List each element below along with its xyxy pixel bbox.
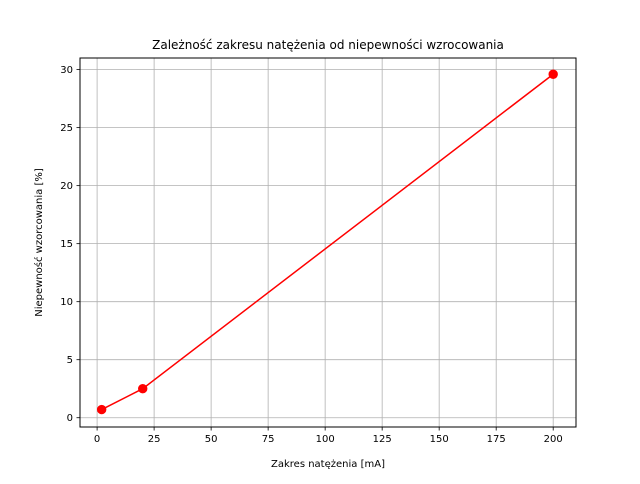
x-tick-label: 75 xyxy=(262,434,275,445)
x-tick-label: 200 xyxy=(544,434,563,445)
data-point xyxy=(96,404,107,415)
y-tick-label: 30 xyxy=(60,65,73,76)
plot-frame xyxy=(79,57,577,428)
x-tick-label: 175 xyxy=(487,434,506,445)
series-layer xyxy=(96,69,558,415)
y-tick-label: 5 xyxy=(67,355,73,366)
y-tick-label: 10 xyxy=(60,297,73,308)
data-point xyxy=(138,384,148,394)
data-point xyxy=(548,69,558,79)
ticks: 0 25 50 75 100 125 150 175 200 0 5 10 15 20 25 30 xyxy=(60,65,562,445)
x-tick-label: 150 xyxy=(430,434,449,445)
x-tick-label: 25 xyxy=(148,434,161,445)
x-tick-label: 125 xyxy=(373,434,392,445)
grid xyxy=(80,58,576,427)
chart-title: Zależność zakresu natężenia od niepewnoś… xyxy=(152,38,504,52)
x-tick-label: 0 xyxy=(94,434,100,445)
x-tick-label: 50 xyxy=(205,434,218,445)
y-tick-label: 15 xyxy=(60,239,73,250)
y-tick-label: 25 xyxy=(60,123,73,134)
y-axis-label: Niepewność wzorcowania [%] xyxy=(33,168,45,317)
y-tick-label: 20 xyxy=(60,181,73,192)
x-tick-label: 100 xyxy=(316,434,335,445)
x-axis-label: Zakres natężenia [mA] xyxy=(271,459,385,470)
y-tick-label: 0 xyxy=(67,413,73,424)
